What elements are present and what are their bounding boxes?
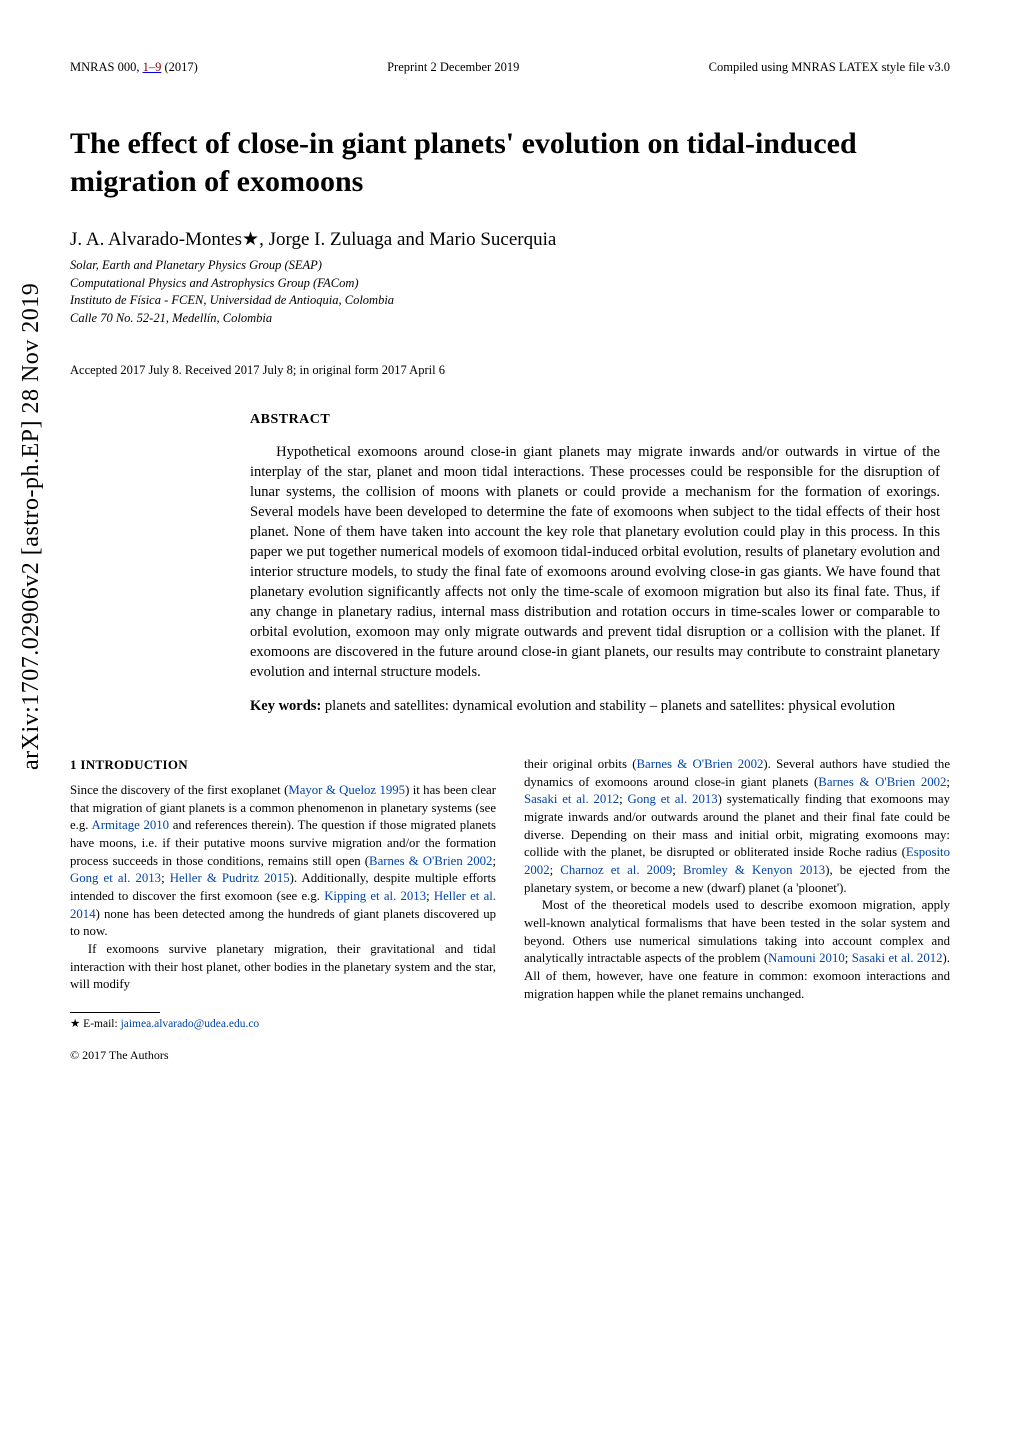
abstract-text: Hypothetical exomoons around close-in gi… <box>250 442 940 682</box>
citation-armitage-2010[interactable]: Armitage 2010 <box>91 818 169 832</box>
arxiv-identifier: arXiv:1707.02906v2 [astro-ph.EP] 28 Nov … <box>18 283 45 770</box>
pages-link[interactable]: 1–9 <box>143 60 162 74</box>
journal-ref: MNRAS 000, 1–9 (2017) <box>70 60 198 75</box>
affiliations: Solar, Earth and Planetary Physics Group… <box>70 257 950 327</box>
citation-kipping-2013[interactable]: Kipping et al. 2013 <box>324 889 426 903</box>
journal-name: MNRAS 000, <box>70 60 143 74</box>
citation-bromley-kenyon-2013[interactable]: Bromley & Kenyon 2013 <box>683 863 825 877</box>
intro-paragraph-1: Since the discovery of the first exoplan… <box>70 782 496 941</box>
preprint-date: Preprint 2 December 2019 <box>387 60 519 75</box>
body-columns: 1 INTRODUCTION Since the discovery of th… <box>70 756 950 1063</box>
text-run: ; <box>161 871 170 885</box>
pages-range: 1–9 <box>143 60 162 74</box>
citation-barnes-obrien-2002[interactable]: Barnes & O'Brien 2002 <box>818 775 946 789</box>
keywords: Key words: planets and satellites: dynam… <box>250 696 940 716</box>
keywords-text: planets and satellites: dynamical evolut… <box>321 698 895 714</box>
text-run: ; <box>492 854 496 868</box>
citation-charnoz-2009[interactable]: Charnoz et al. 2009 <box>560 863 672 877</box>
copyright-notice: © 2017 The Authors <box>70 1047 496 1064</box>
affiliation-line: Calle 70 No. 52-21, Medellín, Colombia <box>70 310 950 328</box>
footnote-rule <box>70 1012 160 1013</box>
compiled-note: Compiled using MNRAS LATEX style file v3… <box>709 60 950 75</box>
section-heading-introduction: 1 INTRODUCTION <box>70 756 496 774</box>
citation-gong-2013[interactable]: Gong et al. 2013 <box>628 792 718 806</box>
abstract-heading: ABSTRACT <box>250 412 940 428</box>
text-run: ) none has been detected among the hundr… <box>70 907 496 939</box>
citation-barnes-obrien-2002[interactable]: Barnes & O'Brien 2002 <box>636 757 763 771</box>
running-header: MNRAS 000, 1–9 (2017) Preprint 2 Decembe… <box>70 60 950 75</box>
citation-sasaki-2012[interactable]: Sasaki et al. 2012 <box>524 792 619 806</box>
affiliation-line: Instituto de Física - FCEN, Universidad … <box>70 292 950 310</box>
author-list: J. A. Alvarado-Montes★, Jorge I. Zuluaga… <box>70 228 950 251</box>
text-run: ; <box>619 792 627 806</box>
abstract-block: ABSTRACT Hypothetical exomoons around cl… <box>250 412 940 716</box>
right-column: their original orbits (Barnes & O'Brien … <box>524 756 950 1063</box>
corresponding-author-footnote: ★ E-mail: jaimea.alvarado@udea.edu.co <box>70 1017 496 1033</box>
citation-heller-pudritz-2015[interactable]: Heller & Pudritz 2015 <box>170 871 290 885</box>
citation-namouni-2010[interactable]: Namouni 2010 <box>768 951 845 965</box>
accepted-dates: Accepted 2017 July 8. Received 2017 July… <box>70 363 950 378</box>
affiliation-line: Solar, Earth and Planetary Physics Group… <box>70 257 950 275</box>
citation-barnes-obrien-2002[interactable]: Barnes & O'Brien 2002 <box>369 854 492 868</box>
citation-sasaki-2012[interactable]: Sasaki et al. 2012 <box>852 951 943 965</box>
text-run: ; <box>845 951 852 965</box>
intro-paragraph-3: Most of the theoretical models used to d… <box>524 897 950 1003</box>
affiliation-line: Computational Physics and Astrophysics G… <box>70 275 950 293</box>
journal-year: (2017) <box>161 60 197 74</box>
text-run: ; <box>550 863 561 877</box>
citation-gong-2013[interactable]: Gong et al. 2013 <box>70 871 161 885</box>
keywords-label: Key words: <box>250 698 321 714</box>
paper-title: The effect of close-in giant planets' ev… <box>70 125 950 200</box>
footnote-email-link[interactable]: jaimea.alvarado@udea.edu.co <box>121 1018 260 1030</box>
text-run: ; <box>672 863 683 877</box>
text-run: Since the discovery of the first exoplan… <box>70 783 288 797</box>
footnote-star-label: ★ E-mail: <box>70 1018 121 1030</box>
intro-paragraph-2: If exomoons survive planetary migration,… <box>70 941 496 994</box>
intro-paragraph-1-cont: their original orbits (Barnes & O'Brien … <box>524 756 950 897</box>
left-column: 1 INTRODUCTION Since the discovery of th… <box>70 756 496 1063</box>
text-run: ; <box>426 889 434 903</box>
citation-mayor-queloz-1995[interactable]: Mayor & Queloz 1995 <box>288 783 405 797</box>
text-run: their original orbits ( <box>524 757 636 771</box>
text-run: ; <box>946 775 950 789</box>
